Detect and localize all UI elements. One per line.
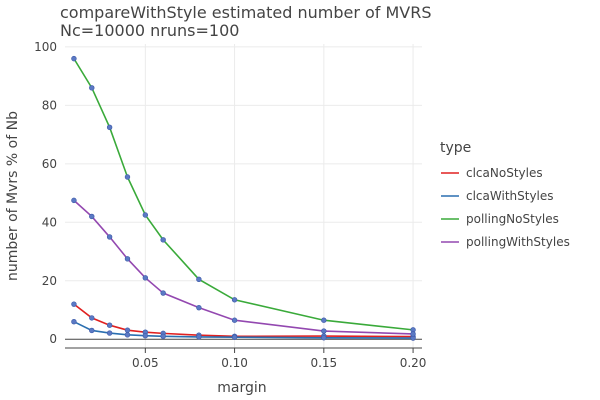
x-axis-title: margin [217,380,266,396]
data-point-pollingNoStyles [106,124,113,131]
legend: type clcaNoStyles clcaWithStyles pollingNo… [440,140,570,249]
x-tick-label: 0.05 [132,356,159,370]
data-point-pollingWithStyles [321,328,327,334]
data-point-pollingWithStyles [106,234,113,240]
data-point-pollingWithStyles [124,256,131,262]
chart-subtitle: Nc=10000 nruns=100 [60,21,239,40]
data-point-clcaWithStyles [71,318,77,325]
y-tick-label: 0 [49,332,57,346]
data-point-pollingNoStyles [321,317,327,323]
legend-label-clcaNoStyles: clcaNoStyles [466,166,543,180]
data-point-pollingWithStyles [160,290,166,296]
series-line-pollingWithStyles [73,199,414,335]
legend-label-clcaWithStyles: clcaWithStyles [466,189,554,203]
legend-items: clcaNoStyles clcaWithStyles pollingNoStyle… [441,166,570,249]
data-point-clcaNoStyles [71,301,77,307]
data-point-pollingWithStyles [410,331,416,337]
y-axis-ticks: 0 20 40 60 80 100 [34,40,57,346]
x-axis-ticks: 0.05 0.10 0.15 0.20 [132,348,426,370]
series-line-clcaNoStyles [73,303,414,338]
y-tick-label: 20 [42,274,57,288]
data-point-pollingNoStyles [142,212,149,218]
data-point-clcaWithStyles [124,332,131,338]
y-tick-label: 40 [42,215,57,229]
data-point-pollingNoStyles [231,297,238,303]
data-point-clcaNoStyles [124,327,131,333]
data-point-clcaNoStyles [106,322,113,328]
data-point-pollingNoStyles [196,276,202,283]
y-axis-title: number of Mvrs % of Nb [5,111,21,281]
data-point-pollingWithStyles [142,275,149,281]
data-point-clcaWithStyles [142,333,149,339]
data-point-clcaWithStyles [196,334,202,340]
series-lines [73,58,414,339]
legend-title: type [440,140,471,156]
data-point-pollingNoStyles [160,237,166,243]
y-tick-label: 100 [34,40,57,54]
data-point-clcaWithStyles [89,327,95,334]
series-points [71,55,416,341]
x-tick-label: 0.10 [221,356,248,370]
data-point-pollingWithStyles [71,197,77,204]
y-tick-label: 80 [42,98,57,112]
data-point-clcaWithStyles [231,334,238,340]
data-point-clcaWithStyles [160,333,166,340]
data-point-clcaNoStyles [89,315,95,321]
series-line-pollingNoStyles [73,58,414,331]
x-tick-label: 0.20 [400,356,427,370]
x-tick-label: 0.15 [310,356,337,370]
data-point-clcaWithStyles [106,330,113,336]
series-line-clcaWithStyles [73,320,414,339]
data-point-pollingNoStyles [124,174,131,180]
gridlines [65,44,422,348]
data-point-pollingNoStyles [89,85,95,91]
legend-label-pollingWithStyles: pollingWithStyles [466,235,570,249]
data-point-pollingNoStyles [71,55,77,62]
legend-label-pollingNoStyles: pollingNoStyles [466,212,559,226]
data-point-clcaWithStyles [321,335,327,341]
y-tick-label: 60 [42,157,57,171]
data-point-pollingWithStyles [89,213,95,220]
data-point-pollingWithStyles [196,304,202,311]
data-point-pollingWithStyles [231,317,238,323]
chart-title: compareWithStyle estimated number of MVR… [60,3,432,22]
